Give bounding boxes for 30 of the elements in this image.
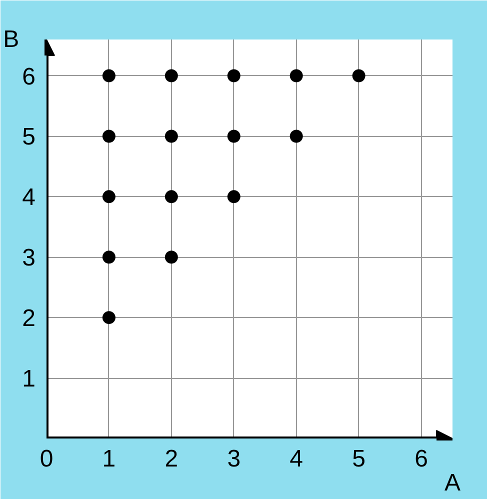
x-tick-label: 4 — [290, 446, 304, 472]
point — [227, 69, 240, 82]
y-tick-label: 2 — [22, 305, 36, 332]
y-tick-label: 3 — [22, 244, 36, 272]
point — [290, 130, 303, 143]
x-tick-label: 3 — [227, 446, 241, 472]
point — [102, 311, 116, 324]
point — [102, 130, 116, 143]
x-tick-label: 0 — [40, 446, 54, 472]
point — [164, 250, 178, 264]
x-tick-label: 2 — [164, 446, 178, 472]
point — [164, 69, 178, 82]
point — [164, 190, 178, 204]
x-axis-title: A — [444, 470, 461, 496]
point — [352, 69, 366, 82]
point — [102, 69, 116, 82]
point — [102, 190, 116, 204]
x-tick-label: 5 — [352, 446, 366, 472]
x-tick-label: 1 — [102, 446, 116, 472]
y-tick-label: 1 — [22, 366, 36, 393]
y-tick-label: 6 — [22, 63, 36, 90]
x-tick-label: 6 — [414, 446, 428, 472]
y-axis-title: B — [3, 26, 20, 53]
point — [227, 130, 240, 143]
point — [227, 190, 240, 204]
point — [102, 250, 116, 264]
y-tick-label: 5 — [22, 124, 36, 151]
point — [164, 130, 178, 143]
y-tick-label: 4 — [22, 184, 36, 212]
point — [290, 69, 303, 82]
